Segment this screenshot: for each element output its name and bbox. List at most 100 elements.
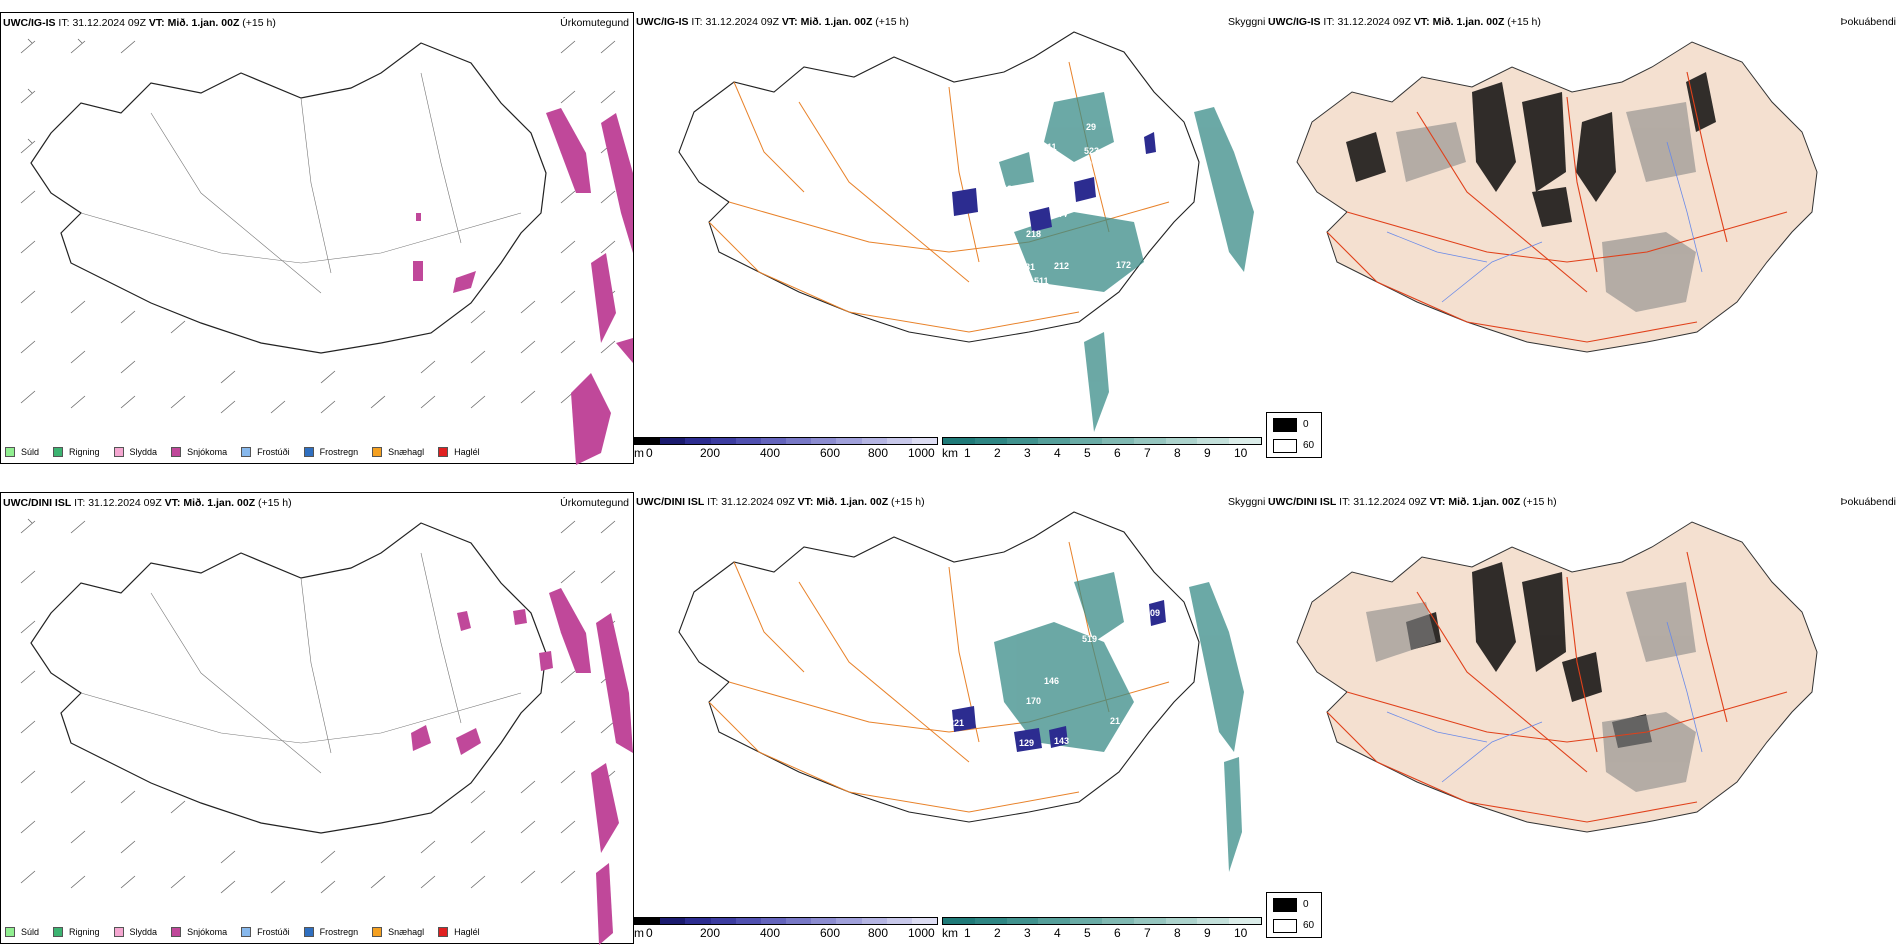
legend-swatch bbox=[113, 447, 124, 457]
ceiling-label: 212 bbox=[1054, 261, 1069, 271]
cloud-ceiling-panel-top: 29 523 10 383 311 57 144 218 185 276 181… bbox=[634, 12, 1266, 464]
legend-label: Frostregn bbox=[319, 447, 359, 457]
colorbar-tick: 200 bbox=[700, 446, 721, 460]
ceiling-label: 21 bbox=[1110, 716, 1120, 726]
colorbar-tick: 1 bbox=[964, 446, 971, 460]
colorbar-tick: 0 bbox=[646, 926, 653, 940]
ceiling-label: 124 bbox=[992, 728, 1007, 738]
colorbar-tick: 8 bbox=[1174, 926, 1181, 940]
colorbar-tick: 10 bbox=[1234, 926, 1248, 940]
colorbar-tick: 1000 bbox=[908, 446, 935, 460]
colorbar-tick: 5 bbox=[1084, 446, 1091, 460]
legend-swatch bbox=[372, 447, 383, 457]
colorbar-tick: 10 bbox=[1234, 446, 1248, 460]
ceiling-label: 170 bbox=[1026, 696, 1041, 706]
precip-type-map-bottom bbox=[20, 518, 633, 945]
fog-legend-high: 0 bbox=[1303, 899, 1309, 910]
fog-legend: 0 60 bbox=[1266, 412, 1322, 458]
colorbar-tick: 4 bbox=[1054, 446, 1061, 460]
ceiling-value-labels: 29 523 10 383 311 57 144 218 185 276 181… bbox=[950, 122, 1184, 286]
colorbar-tick: 600 bbox=[820, 446, 841, 460]
visibility-areas bbox=[999, 92, 1254, 432]
colorbar-tick: 1 bbox=[964, 926, 971, 940]
ceiling-colorbar-strip bbox=[634, 917, 938, 925]
iceland-outline bbox=[678, 31, 1200, 343]
cloud-ceiling-panel-bottom: 09 519 146 170 221 124 129 143 204 21 UW… bbox=[634, 492, 1266, 944]
iceland-outline bbox=[30, 522, 547, 834]
iceland-outline bbox=[678, 511, 1200, 823]
colorbar-tick: 9 bbox=[1204, 446, 1211, 460]
ceiling-label: 172 bbox=[1116, 260, 1131, 270]
colorbar-unit: m bbox=[634, 446, 644, 460]
legend-label: Snæhagl bbox=[388, 447, 425, 457]
panel-title: Þokuábendi bbox=[1840, 496, 1896, 508]
panel-title: Úrkomutegund bbox=[560, 497, 629, 509]
legend-swatch bbox=[171, 927, 182, 937]
ceiling-value-labels: 09 519 146 170 221 124 129 143 204 21 bbox=[949, 608, 1160, 748]
ceiling-label: 276 bbox=[994, 252, 1009, 262]
legend-label: Rigning bbox=[69, 927, 100, 937]
legend-label: Snjókoma bbox=[187, 447, 228, 457]
panel-header: UWC/IG-IS IT: 31.12.2024 09Z VT: Mið. 1.… bbox=[1268, 16, 1541, 28]
ceiling-label: 185 bbox=[950, 237, 965, 247]
precip-type-panel-top: UWC/IG-IS IT: 31.12.2024 09Z VT: Mið. 1.… bbox=[0, 12, 634, 465]
fog-legend-high: 0 bbox=[1303, 419, 1309, 430]
legend-swatch bbox=[438, 927, 449, 937]
rivers-blue bbox=[1386, 621, 1703, 783]
ceiling-areas bbox=[952, 600, 1166, 752]
legend-item: Súld bbox=[5, 927, 39, 937]
ceiling-colorbar: m 0 200 400 600 800 1000 bbox=[634, 917, 940, 941]
legend-swatch bbox=[372, 927, 383, 937]
legend-label: Slydda bbox=[129, 927, 158, 937]
cloud-ceiling-map-bottom: 09 519 146 170 221 124 129 143 204 21 bbox=[678, 511, 1244, 872]
legend-swatch bbox=[438, 447, 449, 457]
ceiling-label: 519 bbox=[1082, 634, 1097, 644]
colorbar-tick: 0 bbox=[646, 446, 653, 460]
visibility-colorbar-strip bbox=[942, 437, 1262, 445]
snow-areas bbox=[413, 108, 633, 465]
ceiling-label: 30 bbox=[1174, 186, 1184, 196]
colorbar-tick: 6 bbox=[1114, 446, 1121, 460]
roads-red bbox=[1326, 71, 1788, 343]
fog-grey-areas bbox=[1396, 102, 1696, 312]
visibility-colorbar: km 1 2 3 4 5 6 7 8 9 10 bbox=[942, 917, 1262, 941]
panel-title: Þokuábendi bbox=[1840, 16, 1896, 28]
legend-swatch bbox=[113, 927, 124, 937]
snow-areas bbox=[411, 588, 633, 945]
cloud-ceiling-map-top: 29 523 10 383 311 57 144 218 185 276 181… bbox=[678, 31, 1254, 432]
legend-label: Frostúði bbox=[257, 927, 290, 937]
colorbar-unit: m bbox=[634, 926, 644, 940]
legend-item: Frostregn bbox=[303, 447, 359, 457]
fog-legend-low-swatch bbox=[1273, 439, 1297, 453]
fog-index-map-top bbox=[1296, 41, 1818, 353]
legend-item: Rigning bbox=[53, 927, 100, 937]
ceiling-areas bbox=[952, 132, 1156, 232]
legend-swatch bbox=[241, 447, 252, 457]
colorbar-tick: 2 bbox=[994, 926, 1001, 940]
legend-label: Súld bbox=[21, 447, 40, 457]
legend-item: Súld bbox=[5, 447, 39, 457]
fog-legend-high-swatch bbox=[1273, 418, 1297, 432]
legend-item: Slydda bbox=[113, 927, 158, 937]
ceiling-label: 144 bbox=[1052, 209, 1067, 219]
legend-label: Rigning bbox=[69, 447, 100, 457]
colorbar-unit: km bbox=[942, 926, 958, 940]
legend-item: Frostúði bbox=[241, 927, 290, 937]
legend-item: Snæhagl bbox=[372, 927, 424, 937]
ceiling-label: 10 bbox=[1082, 159, 1092, 169]
panel-title: Skyggni bbox=[1228, 16, 1266, 28]
colorbar-unit: km bbox=[942, 446, 958, 460]
legend-label: Frostregn bbox=[319, 927, 359, 937]
panel-header: UWC/DINI ISL IT: 31.12.2024 09Z VT: Mið.… bbox=[1268, 496, 1557, 508]
legend-item: Haglél bbox=[438, 927, 480, 937]
fog-index-panel-top: UWC/IG-IS IT: 31.12.2024 09Z VT: Mið. 1.… bbox=[1266, 12, 1900, 464]
fog-legend-low: 60 bbox=[1303, 440, 1315, 451]
fog-index-panel-bottom: UWC/DINI ISL IT: 31.12.2024 09Z VT: Mið.… bbox=[1266, 492, 1900, 944]
fog-dark-areas bbox=[1346, 72, 1716, 227]
legend-swatch bbox=[53, 447, 64, 457]
ceiling-label: 311 bbox=[1042, 142, 1057, 152]
colorbar-tick: 3 bbox=[1024, 446, 1031, 460]
ceiling-label: 09 bbox=[1150, 608, 1160, 618]
rivers-blue bbox=[1386, 141, 1703, 303]
colorbar-tick: 5 bbox=[1084, 926, 1091, 940]
